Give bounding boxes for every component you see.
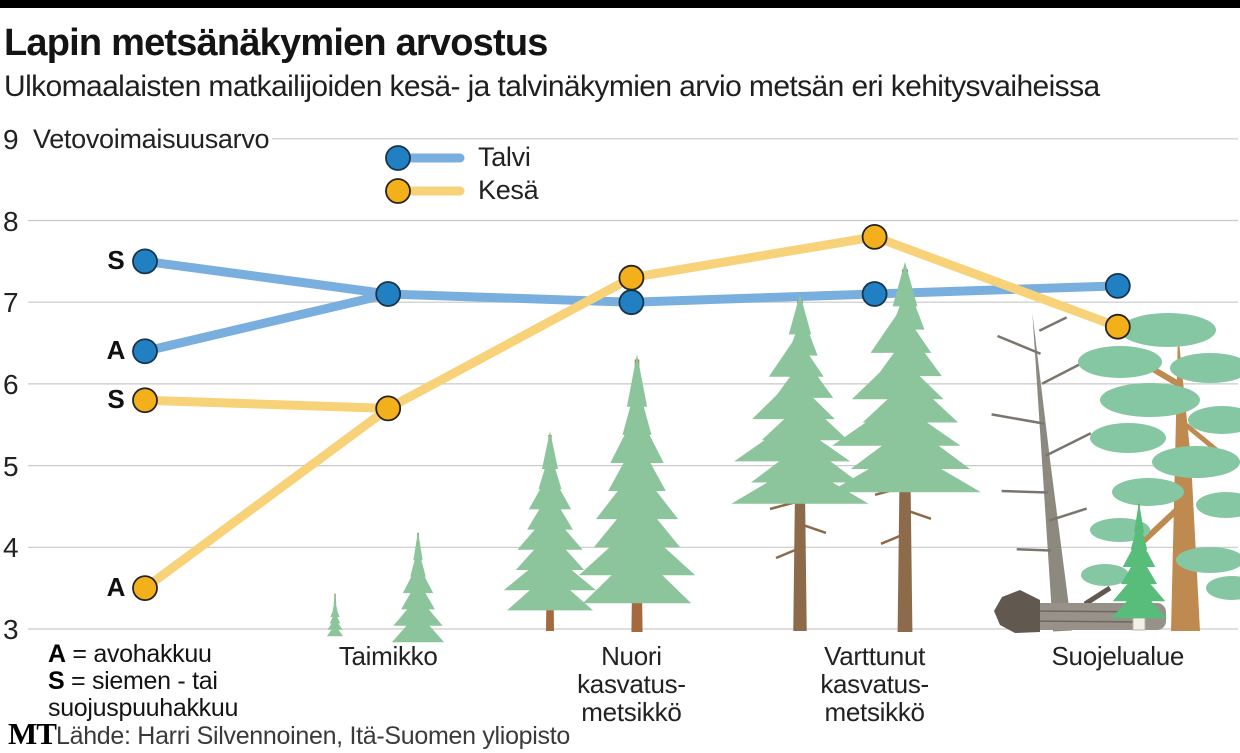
- data-point-kesa: [375, 395, 402, 422]
- pine-tree-illustration: [503, 431, 597, 631]
- data-point-talvi: [132, 248, 158, 275]
- category-label-2: Nuori kasvatus- metsikkö: [577, 641, 686, 727]
- data-points: [132, 223, 1131, 602]
- dead-tree-illustration: [991, 313, 1092, 632]
- legend-label-kesa: Kesä: [478, 175, 539, 205]
- pine-tree-illustration: [829, 262, 981, 632]
- data-point-kesa: [1104, 313, 1131, 340]
- footnote-text-s: = siemen - tai: [64, 667, 218, 695]
- point-letter-kesa-A: A: [106, 572, 126, 603]
- data-point-kesa: [132, 387, 158, 414]
- pine-tree-illustration: [578, 354, 696, 632]
- data-point-kesa: [618, 264, 645, 291]
- footnote-line-s: S = siemen - tai: [48, 668, 238, 695]
- footnote-line-s2: suojuspuuhakkuu: [48, 695, 238, 722]
- pine-tree-illustration: [326, 593, 344, 637]
- data-point-talvi: [1104, 272, 1131, 299]
- legend-label-talvi: Talvi: [478, 142, 531, 172]
- legend-marker-kesa-icon: [385, 177, 465, 204]
- y-tick-4: 4: [3, 532, 19, 564]
- line-kesa-a-branch: [140, 403, 393, 593]
- pine-tree-illustration: [731, 294, 869, 631]
- category-label-3: Varttunut kasvatus- metsikkö: [820, 641, 929, 727]
- data-point-kesa: [132, 575, 158, 602]
- footer: MT Lähde: Harri Silvennoinen, Itä-Suomen…: [0, 710, 1240, 753]
- footnote-term-a: A: [48, 640, 66, 668]
- top-border-bar: [0, 0, 1240, 8]
- category-label-4: Suojelualue: [1051, 641, 1185, 671]
- y-axis-label: Vetovoimaisuusarvo: [33, 124, 270, 154]
- fallen-log-illustration: [994, 585, 1166, 633]
- point-letter-talvi-A: A: [106, 335, 126, 366]
- source-credit: Lähde: Harri Silvennoinen, Itä-Suomen yl…: [56, 722, 570, 750]
- y-tick-8: 8: [3, 205, 19, 237]
- category-label-1: Taimikko: [338, 641, 438, 671]
- point-letter-talvi-S: S: [107, 245, 125, 276]
- footnote-text-a: = avohakkuu: [65, 640, 212, 668]
- legend-item-kesa: Kesä: [380, 174, 539, 207]
- data-point-talvi: [375, 281, 402, 307]
- line-talvi-a-branch: [140, 289, 393, 356]
- legend-item-talvi: Talvi: [380, 141, 538, 174]
- data-point-talvi: [861, 281, 888, 307]
- data-point-talvi: [132, 338, 158, 365]
- y-tick-9: 9: [3, 123, 19, 155]
- page-subtitle: Ulkomaalaisten matkailijoiden kesä- ja t…: [4, 70, 1100, 103]
- page-title: Lapin metsänäkymien arvostus: [4, 22, 548, 64]
- forest-illustrations: [326, 262, 1240, 643]
- footnote-text-s2: suojuspuuhakkuu: [48, 694, 239, 722]
- old-pine-illustration: [1078, 313, 1240, 631]
- footnote-line-a: A = avohakkuu: [48, 641, 238, 668]
- pine-tree-illustration: [391, 531, 445, 643]
- y-tick-5: 5: [3, 450, 19, 482]
- y-tick-6: 6: [3, 368, 19, 400]
- mt-logo: MT: [8, 716, 57, 751]
- footnote-block: A = avohakkuu S = siemen - tai suojuspuu…: [48, 641, 238, 722]
- data-point-kesa: [861, 223, 888, 250]
- footnote-term-s: S: [48, 667, 65, 695]
- chart-legend: Talvi Kesä: [380, 141, 539, 207]
- pine-tree-illustration: [1111, 502, 1167, 619]
- y-tick-3: 3: [3, 614, 19, 645]
- point-letter-kesa-S: S: [107, 384, 125, 415]
- legend-marker-talvi-icon: [385, 144, 465, 171]
- y-tick-7: 7: [3, 287, 19, 319]
